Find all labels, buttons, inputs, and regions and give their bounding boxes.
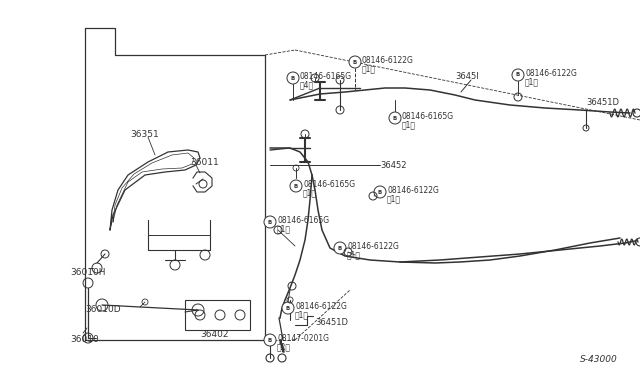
Text: B: B (338, 246, 342, 250)
Text: B: B (378, 189, 382, 195)
Bar (185, 300, 250, 330)
Circle shape (290, 180, 302, 192)
Text: 08146-6165G: 08146-6165G (402, 112, 454, 121)
Text: B: B (353, 60, 357, 64)
Circle shape (349, 56, 361, 68)
Text: 36452: 36452 (380, 161, 406, 170)
Circle shape (282, 302, 294, 314)
Text: （1）: （1） (402, 120, 416, 129)
Text: 36010H: 36010H (70, 268, 106, 277)
Text: 36010: 36010 (70, 335, 99, 344)
Text: 08146-6122G: 08146-6122G (362, 56, 414, 65)
Text: （1）: （1） (362, 64, 376, 73)
Text: 08146-6122G: 08146-6122G (347, 242, 399, 251)
Text: （1）: （1） (387, 194, 401, 203)
Text: 08147-0201G: 08147-0201G (277, 334, 329, 343)
Text: （1）: （1） (303, 188, 317, 197)
Text: （4）: （4） (300, 80, 314, 89)
Text: 08146-6122G: 08146-6122G (295, 302, 347, 311)
Text: 36402: 36402 (200, 330, 228, 339)
Text: 36010D: 36010D (85, 305, 120, 314)
Text: 08146-6165G: 08146-6165G (277, 216, 329, 225)
Circle shape (287, 72, 299, 84)
Text: （1）: （1） (525, 77, 539, 86)
Text: B: B (286, 305, 290, 311)
Circle shape (334, 242, 346, 254)
Text: B: B (268, 337, 272, 343)
Text: B: B (291, 76, 295, 80)
Text: 36011: 36011 (190, 158, 219, 167)
Text: 08146-6122G: 08146-6122G (525, 69, 577, 78)
Text: 08146-6165G: 08146-6165G (303, 180, 355, 189)
Text: （1）: （1） (277, 224, 291, 233)
Text: （1）: （1） (295, 310, 309, 319)
Text: B: B (268, 219, 272, 224)
Text: （2）: （2） (277, 342, 291, 351)
Text: 08146-6165G: 08146-6165G (300, 72, 352, 81)
Text: S-43000: S-43000 (580, 355, 618, 364)
Text: B: B (294, 183, 298, 189)
Text: B: B (393, 115, 397, 121)
Text: （1）: （1） (347, 250, 361, 259)
Text: 36351: 36351 (130, 130, 159, 139)
Circle shape (264, 334, 276, 346)
Text: B: B (516, 73, 520, 77)
Text: 36451D: 36451D (586, 98, 619, 107)
Circle shape (389, 112, 401, 124)
Circle shape (264, 216, 276, 228)
Text: 36451D: 36451D (315, 318, 348, 327)
Circle shape (374, 186, 386, 198)
Text: 08146-6122G: 08146-6122G (387, 186, 439, 195)
Circle shape (512, 69, 524, 81)
Text: 3645I: 3645I (455, 72, 479, 81)
